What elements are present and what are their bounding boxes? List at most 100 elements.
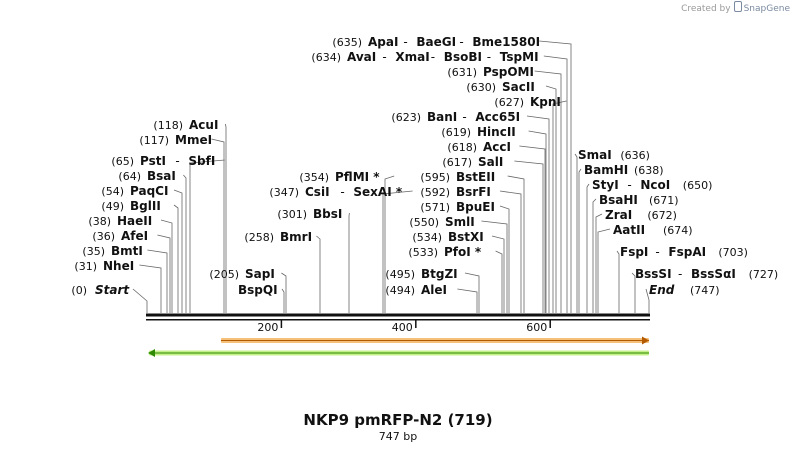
start-position: (0)	[71, 284, 87, 297]
restriction-site[interactable]: (631) PspOMI	[447, 65, 534, 79]
restriction-site[interactable]: (634) AvaI - XmaI - BsoBI - TspMI	[311, 50, 538, 64]
enzyme-name: PaqCI	[130, 184, 168, 198]
enzyme-name: ApaI	[368, 35, 398, 49]
site-position: (627)	[494, 96, 524, 109]
enzyme-name: SmlI	[445, 215, 475, 229]
enzyme-name: TspMI	[500, 50, 539, 64]
restriction-site[interactable]: (49) BglII	[101, 199, 160, 213]
enzyme-name: BbsI	[313, 207, 342, 221]
enzyme-name: FspAI	[668, 245, 706, 259]
restriction-site[interactable]: StyI - NcoI (650)	[592, 178, 712, 192]
restriction-site[interactable]: BsaHI (671)	[599, 193, 679, 207]
site-position: (650)	[683, 179, 713, 192]
enzyme-name: HaeII	[117, 214, 152, 228]
site-leader-line	[139, 264, 162, 313]
tick-label: 600	[526, 321, 547, 334]
site-leader-line	[534, 70, 562, 313]
restriction-site[interactable]: (534) BstXI	[412, 230, 483, 244]
enzyme-name: BssSI	[635, 267, 672, 281]
restriction-site[interactable]: (619) HincII	[441, 125, 515, 139]
restriction-site[interactable]: (258) BmrI	[244, 230, 312, 244]
site-leader-line	[514, 160, 544, 313]
enzyme-name: BsrFI	[456, 185, 491, 199]
site-leader-line	[384, 175, 395, 313]
restriction-site[interactable]: (623) BanI - Acc65I	[391, 110, 520, 124]
start-leader	[132, 288, 148, 313]
site-position: (703)	[718, 246, 748, 259]
site-leader-line	[157, 234, 171, 313]
site-position: (630)	[466, 81, 496, 94]
restriction-site[interactable]: (550) SmlI	[409, 215, 474, 229]
restriction-site[interactable]: (38) HaeII	[88, 214, 152, 228]
enzyme-name: AccI	[483, 140, 511, 154]
site-position: (623)	[391, 111, 421, 124]
site-position: (592)	[420, 186, 450, 199]
site-leader-line	[211, 138, 225, 313]
site-position: (495)	[385, 268, 415, 281]
enzyme-name: NheI	[103, 259, 134, 273]
restriction-site[interactable]: ZraI (672)	[605, 208, 677, 222]
restriction-site[interactable]: (65) PstI - SbfI	[111, 154, 215, 168]
restriction-site[interactable]: (592) BsrFI	[420, 185, 490, 199]
restriction-site[interactable]: (533) PfoI *	[408, 245, 481, 259]
enzyme-name: FspI	[620, 245, 648, 259]
backbone-top-strand	[146, 313, 650, 317]
site-position: (634)	[311, 51, 341, 64]
site-leader-line	[281, 272, 287, 313]
site-position: (64)	[118, 170, 141, 183]
site-position: (619)	[441, 126, 471, 139]
restriction-site[interactable]: (595) BstEII	[420, 170, 495, 184]
end-position: (747)	[690, 284, 720, 297]
enzyme-name: AleI	[421, 283, 447, 297]
enzyme-name: BpuEI	[456, 200, 495, 214]
site-labels: (635) ApaI - BaeGI - Bme1580I(634) AvaI - XmaI - B…	[71, 35, 778, 297]
restriction-site[interactable]: (494) AleI	[385, 283, 447, 297]
enzyme-name: Bme1580I	[472, 35, 540, 49]
restriction-site[interactable]: FspI - FspAI (703)	[620, 245, 748, 259]
site-position: (347)	[269, 186, 299, 199]
restriction-site[interactable]: (571) BpuEI	[420, 200, 495, 214]
enzyme-name: CsiI	[305, 185, 330, 199]
enzyme-name: AcuI	[189, 118, 218, 132]
enzyme-name: SexAI *	[353, 185, 402, 199]
restriction-site[interactable]: BssSI - BssSαI (727)	[635, 267, 778, 281]
restriction-site[interactable]: (627) KpnI	[494, 95, 561, 109]
restriction-site[interactable]: (36) AfeI	[92, 229, 148, 243]
site-leader-line	[574, 153, 578, 313]
restriction-site[interactable]: (35) BmtI	[82, 244, 142, 258]
restriction-site[interactable]: (354) PflMI *	[299, 170, 380, 184]
site-position: (38)	[88, 215, 111, 228]
restriction-site[interactable]: BamHI (638)	[584, 163, 664, 177]
enzyme-separator: -	[340, 185, 344, 199]
restriction-site[interactable]: (635) ApaI - BaeGI - Bme1580I	[332, 35, 540, 49]
restriction-site[interactable]: (347) CsiI - SexAI *	[269, 185, 402, 199]
restriction-site[interactable]: (618) AccI	[447, 140, 511, 154]
restriction-site[interactable]: (117) MmeI	[139, 133, 212, 147]
site-position: (550)	[409, 216, 439, 229]
enzyme-name: AvaI	[347, 50, 376, 64]
restriction-site[interactable]: (205) SapI	[209, 267, 274, 281]
restriction-site[interactable]: (64) BsaI	[118, 169, 175, 183]
restriction-site[interactable]: (630) SacII	[466, 80, 534, 94]
site-leader-line	[586, 183, 590, 313]
restriction-site[interactable]: (495) BtgZI	[385, 267, 457, 281]
restriction-site[interactable]: (118) AcuI	[153, 118, 218, 132]
restriction-site[interactable]: SmaI (636)	[578, 148, 650, 162]
restriction-site[interactable]: (31) NheI	[74, 259, 134, 273]
site-leader-line	[481, 220, 508, 313]
enzyme-name: BsaHI	[599, 193, 638, 207]
site-position: (301)	[277, 208, 307, 221]
site-leader-line	[225, 123, 227, 313]
site-position: (117)	[139, 134, 169, 147]
site-leader-line	[382, 190, 413, 313]
site-position: (631)	[447, 66, 477, 79]
site-position: (494)	[385, 284, 415, 297]
restriction-site[interactable]: (617) SalI	[442, 155, 503, 169]
site-position: (617)	[442, 156, 472, 169]
restriction-site[interactable]: (301) BbsI	[277, 207, 342, 221]
restriction-site[interactable]: AatII (674)	[613, 223, 693, 237]
enzyme-name: BspQI	[238, 283, 278, 297]
restriction-site[interactable]: BspQI	[238, 283, 278, 297]
restriction-site[interactable]: (54) PaqCI	[101, 184, 168, 198]
site-position: (635)	[332, 36, 362, 49]
